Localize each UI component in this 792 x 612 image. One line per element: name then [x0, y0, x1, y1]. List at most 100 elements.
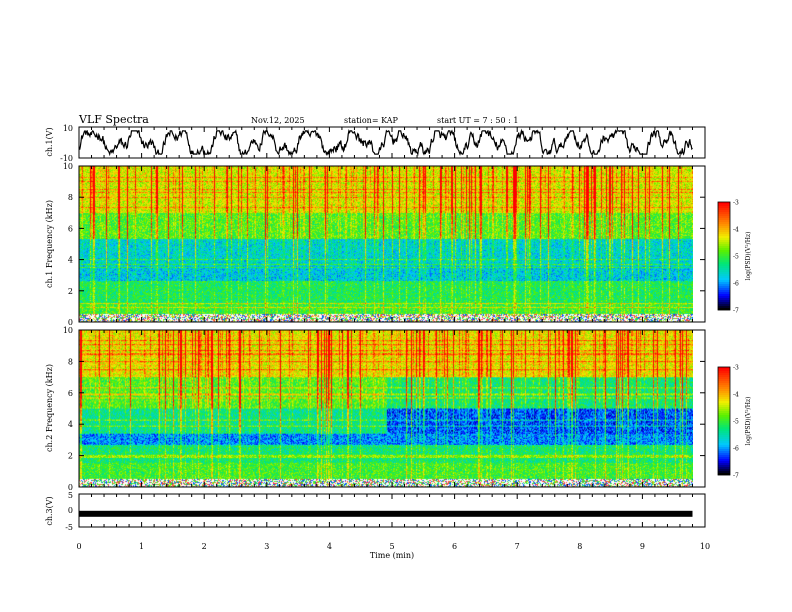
ch1-ytick-bottom: -10 [60, 154, 73, 163]
ch1-colorbar-swatch-45 [718, 292, 730, 295]
ch2-colorbar-swatch-16 [718, 399, 730, 402]
ch2-colorbar-tick-4: -7 [733, 473, 739, 480]
ch2-spec-ytick-8: 8 [68, 357, 73, 366]
ch1-colorbar-swatch-21 [718, 244, 730, 247]
time-tick-8: 8 [577, 542, 582, 551]
ch2-colorbar-swatch-46 [718, 459, 730, 462]
ch2-colorbar-swatch-40 [718, 447, 730, 450]
ch1-colorbar-swatch-43 [718, 288, 730, 291]
ch1-colorbar-swatch-7 [718, 216, 730, 219]
ch1-colorbar: -3 -4 -5 -6 -7 log(PSD)(V²/Hz) [717, 200, 752, 315]
ch2-colorbar-swatch-33 [718, 433, 730, 436]
ch2-spectrogram-yticks: 0 2 4 6 8 10 [63, 326, 705, 492]
ch1-colorbar-swatch-47 [718, 296, 730, 299]
ch2-colorbar-swatch-35 [718, 437, 730, 440]
ch2-colorbar-swatch-38 [718, 443, 730, 446]
ch1-colorbar-swatch-37 [718, 276, 730, 279]
ch2-colorbar-swatch-14 [718, 395, 730, 398]
ch2-colorbar-swatch-6 [718, 379, 730, 382]
ch1-spec-ytick-8: 8 [68, 193, 73, 202]
ch1-colorbar-swatch-4 [718, 210, 730, 213]
figure-title: VLF Spectra [78, 113, 149, 126]
ch1-colorbar-swatch-28 [718, 258, 730, 261]
ch1-colorbar-swatch-32 [718, 266, 730, 269]
ch2-colorbar: -3 -4 -5 -6 -7 log(PSD)(V²/Hz) [717, 365, 752, 480]
ch3-trace [79, 510, 693, 517]
ch2-colorbar-swatch-50 [718, 467, 730, 470]
ch1-ytick-top: 10 [63, 124, 73, 133]
ch2-colorbar-swatch-34 [718, 435, 730, 438]
ch1-colorbar-swatch-49 [718, 300, 730, 303]
time-tick-1: 1 [139, 542, 144, 551]
ch2-colorbar-swatch-5 [718, 377, 730, 380]
ch2-colorbar-swatch-44 [718, 455, 730, 458]
time-tick-5: 5 [389, 542, 394, 551]
time-tick-3: 3 [264, 542, 269, 551]
ch2-colorbar-frame [717, 366, 731, 476]
ch3-ytick-bottom: -5 [65, 523, 73, 532]
ch1-colorbar-swatch-51 [718, 304, 730, 307]
ch1-colorbar-swatch-1 [718, 204, 730, 207]
ch1-colorbar-swatch-19 [718, 240, 730, 243]
ch1-colorbar-swatch-27 [718, 256, 730, 259]
ch1-colorbar-swatch-25 [718, 252, 730, 255]
ch1-colorbar-swatch-9 [718, 220, 730, 223]
ch2-colorbar-swatch-3 [718, 373, 730, 376]
figure-station: station= KAP [344, 116, 399, 125]
ch2-colorbar-swatch-25 [718, 417, 730, 420]
ch1-colorbar-swatch-33 [718, 268, 730, 271]
ch1-colorbar-swatch-50 [718, 302, 730, 305]
ch1-colorbar-swatch-20 [718, 242, 730, 245]
ch1-colorbar-swatch-41 [718, 284, 730, 287]
ch1-spectrogram-image [79, 166, 693, 322]
ch2-colorbar-swatch-28 [718, 423, 730, 426]
ch2-colorbar-swatch-4 [718, 375, 730, 378]
ch1-colorbar-swatch-24 [718, 250, 730, 253]
ch2-colorbar-swatch-36 [718, 439, 730, 442]
ch2-colorbar-swatch-53 [718, 473, 730, 476]
ch3-waveform-ylabel: ch.3(V) [45, 496, 54, 525]
ch2-colorbar-swatch-37 [718, 441, 730, 444]
time-tick-0: 0 [76, 542, 81, 551]
ch1-waveform-ylabel: ch.1(V) [45, 127, 54, 156]
time-axis-label: Time (min) [370, 551, 414, 560]
ch1-spectrogram-ylabel: ch.1 Frequency (kHz) [45, 200, 54, 288]
ch1-colorbar-swatch-53 [718, 308, 730, 311]
time-tick-7: 7 [515, 542, 520, 551]
time-tick-9: 9 [640, 542, 645, 551]
ch1-colorbar-tick-2: -5 [733, 254, 739, 261]
ch1-colorbar-swatch-38 [718, 278, 730, 281]
ch1-colorbar-swatch-13 [718, 228, 730, 231]
ch2-colorbar-swatch-11 [718, 389, 730, 392]
ch1-spec-ytick-2: 2 [68, 287, 73, 296]
time-tick-6: 6 [452, 542, 457, 551]
ch1-colorbar-swatch-2 [718, 206, 730, 209]
ch2-colorbar-swatch-21 [718, 409, 730, 412]
time-tick-4: 4 [327, 542, 332, 551]
ch1-colorbar-swatch-5 [718, 212, 730, 215]
ch1-colorbar-swatch-3 [718, 208, 730, 211]
ch3-ytick-mid: 0 [68, 506, 73, 515]
ch1-colorbar-swatch-0 [718, 202, 730, 205]
ch2-colorbar-swatch-51 [718, 469, 730, 472]
ch1-colorbar-swatch-8 [718, 218, 730, 221]
ch1-spec-ytick-0: 0 [68, 318, 73, 327]
ch2-colorbar-swatch-19 [718, 405, 730, 408]
ch1-colorbar-swatch-10 [718, 222, 730, 225]
time-axis-ticks [78, 127, 706, 527]
ch2-spectrogram-ylabel: ch.2 Frequency (kHz) [45, 364, 54, 452]
ch2-colorbar-swatch-49 [718, 465, 730, 468]
ch2-spec-ytick-0: 0 [68, 483, 73, 492]
time-tick-10: 10 [700, 542, 710, 551]
ch2-colorbar-swatch-20 [718, 407, 730, 410]
ch1-colorbar-swatch-52 [718, 306, 730, 309]
ch1-spec-ytick-4: 4 [68, 256, 73, 265]
ch1-colorbar-swatch-44 [718, 290, 730, 293]
ch2-colorbar-swatch-9 [718, 385, 730, 388]
ch2-colorbar-swatch-29 [718, 425, 730, 428]
ch2-colorbar-swatch-10 [718, 387, 730, 390]
ch1-colorbar-tick-1: -4 [733, 227, 739, 234]
ch1-colorbar-swatch-29 [718, 260, 730, 263]
ch2-colorbar-swatch-31 [718, 429, 730, 432]
ch1-spectrogram-yticks: 0 2 4 6 8 10 [63, 162, 705, 327]
